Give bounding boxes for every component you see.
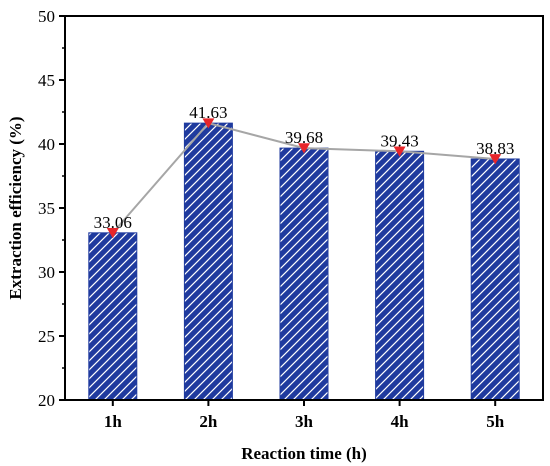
x-axis: 1h 2h 3h 4h 5h	[104, 400, 505, 431]
y-tick-label: 45	[38, 71, 55, 90]
x-axis-title: Reaction time (h)	[241, 444, 367, 463]
x-tick-label-4h: 4h	[391, 412, 410, 431]
y-axis-title: Extraction efficiency (%)	[6, 116, 25, 299]
data-labels-layer: 33.06 41.63 39.68 39.43 38.83	[94, 103, 515, 232]
y-tick-label: 35	[38, 199, 55, 218]
bar-2h	[183, 122, 233, 401]
data-label-2h: 41.63	[189, 103, 227, 122]
bar-1h	[88, 232, 138, 401]
marker-2h	[202, 118, 215, 129]
bars-layer	[88, 122, 520, 401]
x-tick-label-5h: 5h	[486, 412, 505, 431]
bar-4h	[375, 150, 425, 401]
markers-layer	[106, 118, 502, 239]
y-tick-label: 25	[38, 327, 55, 346]
y-tick-label: 40	[38, 135, 55, 154]
y-axis: 20 25 30 35 40 45 50	[38, 7, 65, 410]
marker-3h	[298, 143, 310, 154]
x-tick-label-3h: 3h	[295, 412, 314, 431]
data-label-3h: 39.68	[285, 128, 323, 147]
bar-3h	[279, 147, 329, 401]
data-label-4h: 39.43	[380, 131, 418, 150]
y-tick-label: 30	[38, 263, 55, 282]
y-tick-label: 50	[38, 7, 55, 26]
bar-5h	[470, 158, 520, 401]
x-tick-label-1h: 1h	[104, 412, 123, 431]
data-label-1h: 33.06	[94, 213, 132, 232]
marker-1h	[106, 228, 119, 239]
data-label-5h: 38.83	[476, 139, 514, 158]
y-tick-label: 20	[38, 391, 55, 410]
marker-5h	[489, 154, 502, 165]
marker-4h	[393, 146, 406, 157]
x-tick-label-2h: 2h	[199, 412, 218, 431]
